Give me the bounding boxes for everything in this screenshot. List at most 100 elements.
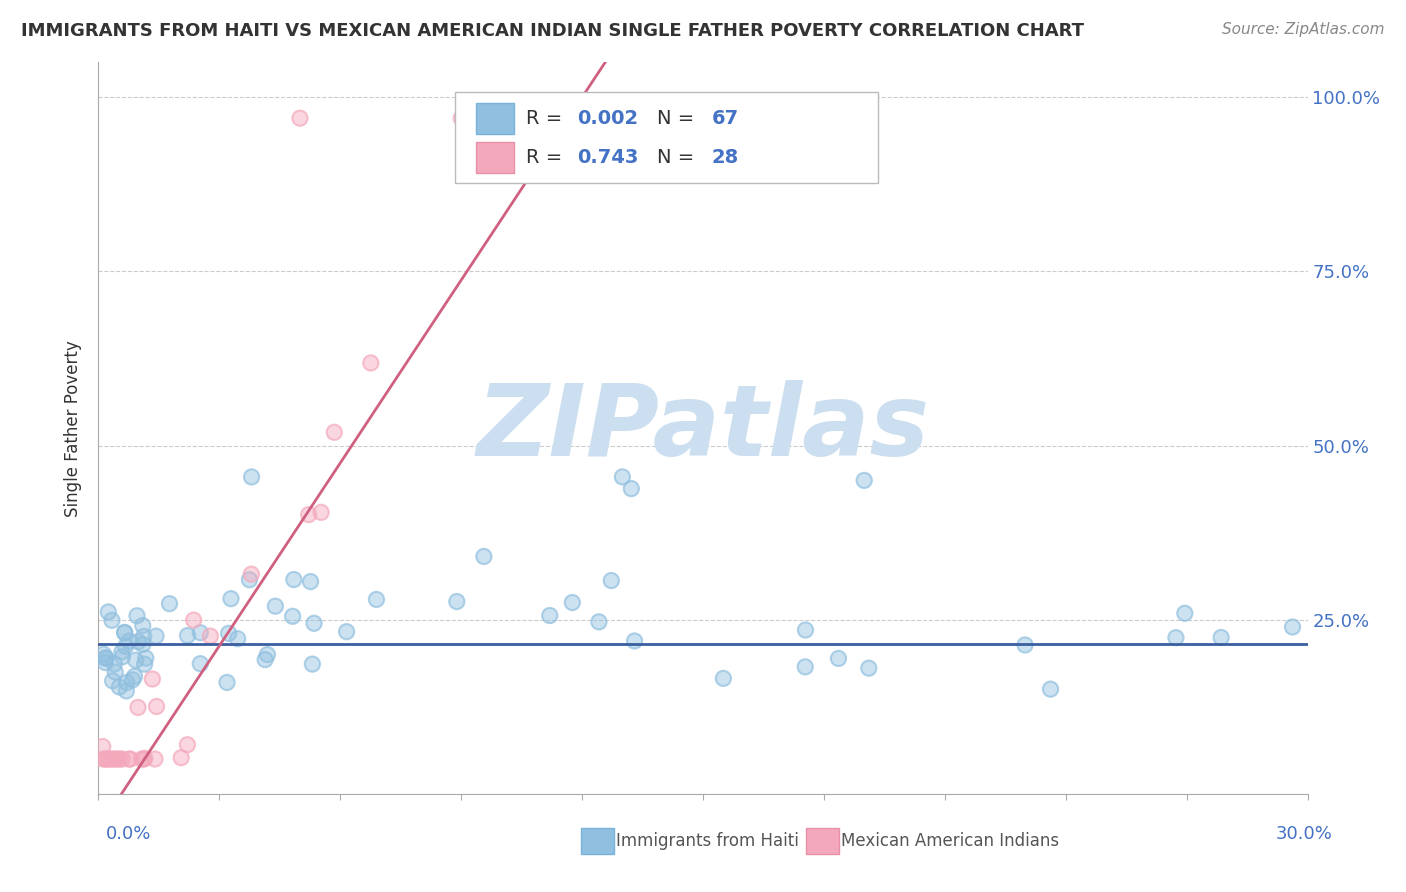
- Point: [711, 672, 734, 686]
- Point: [132, 618, 155, 632]
- Point: [1164, 631, 1187, 645]
- Point: [98, 752, 121, 766]
- Point: [97, 605, 120, 619]
- Text: Source: ZipAtlas.com: Source: ZipAtlas.com: [1222, 22, 1385, 37]
- Point: [91, 739, 114, 754]
- Point: [281, 609, 304, 624]
- Point: [135, 651, 157, 665]
- Text: N =: N =: [657, 109, 700, 128]
- Point: [302, 616, 325, 631]
- Text: ZIPatlas: ZIPatlas: [477, 380, 929, 476]
- Point: [1281, 620, 1303, 634]
- Point: [176, 738, 198, 752]
- Point: [538, 608, 561, 623]
- Point: [299, 574, 322, 589]
- Y-axis label: Single Father Poverty: Single Father Poverty: [65, 340, 83, 516]
- Point: [94, 656, 117, 670]
- Point: [93, 647, 115, 661]
- FancyBboxPatch shape: [475, 103, 515, 134]
- Point: [301, 657, 323, 672]
- Point: [132, 752, 155, 766]
- Point: [101, 673, 124, 688]
- FancyBboxPatch shape: [456, 92, 879, 183]
- Text: 30.0%: 30.0%: [1277, 825, 1333, 843]
- Point: [111, 645, 134, 659]
- Point: [96, 752, 118, 766]
- Point: [858, 661, 880, 675]
- Point: [1039, 682, 1062, 697]
- Point: [240, 470, 263, 484]
- Point: [240, 470, 263, 484]
- Point: [301, 657, 323, 672]
- Point: [143, 752, 166, 766]
- Point: [1164, 631, 1187, 645]
- Point: [176, 629, 198, 643]
- Point: [176, 629, 198, 643]
- Point: [336, 624, 359, 639]
- Text: 0.002: 0.002: [578, 109, 638, 128]
- FancyBboxPatch shape: [475, 142, 515, 173]
- Point: [125, 653, 148, 667]
- Point: [446, 594, 468, 608]
- Point: [794, 623, 817, 637]
- Point: [96, 752, 118, 766]
- Point: [94, 651, 117, 665]
- Point: [827, 651, 849, 665]
- Point: [299, 574, 322, 589]
- Point: [118, 752, 141, 766]
- Point: [105, 752, 128, 766]
- Point: [794, 660, 817, 674]
- Point: [323, 425, 346, 440]
- Point: [298, 508, 321, 522]
- Point: [96, 752, 118, 766]
- Point: [124, 669, 146, 683]
- Point: [131, 752, 153, 766]
- Point: [360, 356, 382, 370]
- Point: [538, 608, 561, 623]
- Point: [145, 629, 167, 643]
- Point: [170, 750, 193, 764]
- Point: [108, 752, 131, 766]
- Point: [733, 111, 755, 125]
- Point: [188, 625, 211, 640]
- Point: [132, 752, 155, 766]
- Point: [366, 592, 388, 607]
- Point: [145, 699, 167, 714]
- Point: [127, 634, 149, 648]
- Point: [94, 650, 117, 665]
- Point: [101, 752, 124, 766]
- Point: [125, 608, 148, 623]
- Point: [120, 752, 142, 766]
- Text: Mexican American Indians: Mexican American Indians: [841, 832, 1059, 850]
- Point: [264, 599, 287, 614]
- Point: [853, 474, 876, 488]
- Point: [115, 684, 138, 698]
- Point: [219, 591, 242, 606]
- Point: [226, 632, 249, 646]
- Point: [600, 574, 623, 588]
- Point: [366, 592, 388, 607]
- Text: 0.0%: 0.0%: [105, 825, 150, 843]
- Point: [111, 649, 134, 664]
- Point: [114, 625, 136, 640]
- Point: [159, 597, 181, 611]
- Point: [298, 508, 321, 522]
- Point: [561, 595, 583, 609]
- Point: [145, 699, 167, 714]
- Point: [96, 752, 118, 766]
- Point: [101, 613, 124, 627]
- Point: [360, 356, 382, 370]
- Point: [264, 599, 287, 614]
- Text: 28: 28: [711, 148, 738, 167]
- Point: [472, 549, 495, 564]
- Point: [794, 660, 817, 674]
- Point: [141, 672, 163, 686]
- Point: [323, 425, 346, 440]
- Point: [588, 615, 610, 629]
- Point: [134, 657, 156, 672]
- Point: [612, 470, 634, 484]
- Point: [114, 625, 136, 640]
- Text: R =: R =: [526, 109, 569, 128]
- Point: [215, 675, 238, 690]
- Point: [170, 750, 193, 764]
